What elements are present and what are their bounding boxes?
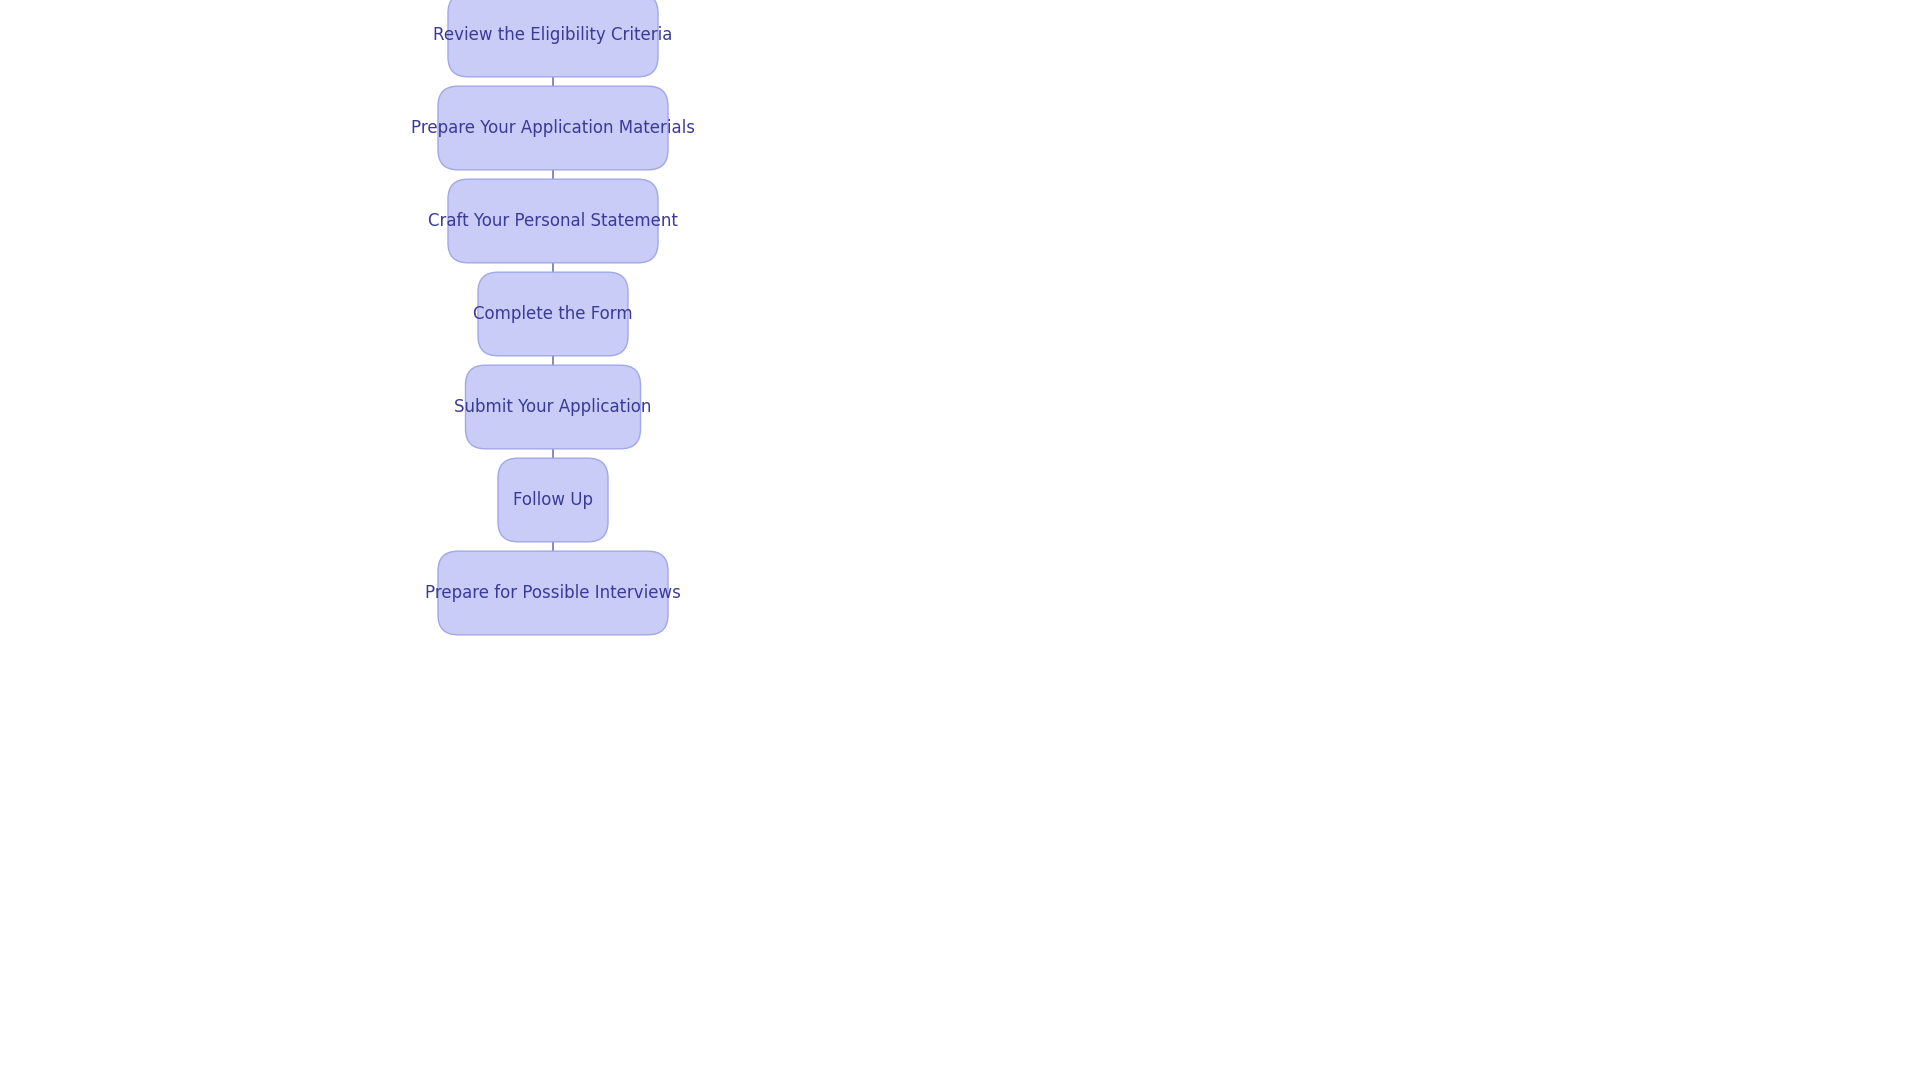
Text: Review the Eligibility Criteria: Review the Eligibility Criteria: [434, 26, 672, 44]
FancyBboxPatch shape: [447, 179, 659, 263]
Text: Follow Up: Follow Up: [513, 491, 593, 509]
FancyBboxPatch shape: [465, 365, 641, 448]
Text: Complete the Form: Complete the Form: [472, 305, 634, 323]
FancyBboxPatch shape: [497, 458, 609, 542]
Text: Prepare Your Application Materials: Prepare Your Application Materials: [411, 119, 695, 138]
FancyBboxPatch shape: [438, 87, 668, 170]
Text: Submit Your Application: Submit Your Application: [455, 397, 651, 416]
Text: Prepare for Possible Interviews: Prepare for Possible Interviews: [424, 584, 682, 602]
Text: Craft Your Personal Statement: Craft Your Personal Statement: [428, 212, 678, 230]
FancyBboxPatch shape: [447, 0, 659, 77]
FancyBboxPatch shape: [478, 272, 628, 356]
FancyBboxPatch shape: [438, 551, 668, 635]
